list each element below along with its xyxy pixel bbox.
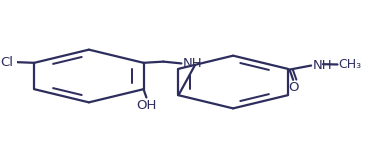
Text: Cl: Cl (0, 56, 13, 69)
Text: NH: NH (313, 59, 333, 72)
Text: NH: NH (183, 57, 203, 70)
Text: O: O (288, 81, 298, 94)
Text: CH₃: CH₃ (338, 58, 361, 71)
Text: OH: OH (136, 99, 156, 112)
